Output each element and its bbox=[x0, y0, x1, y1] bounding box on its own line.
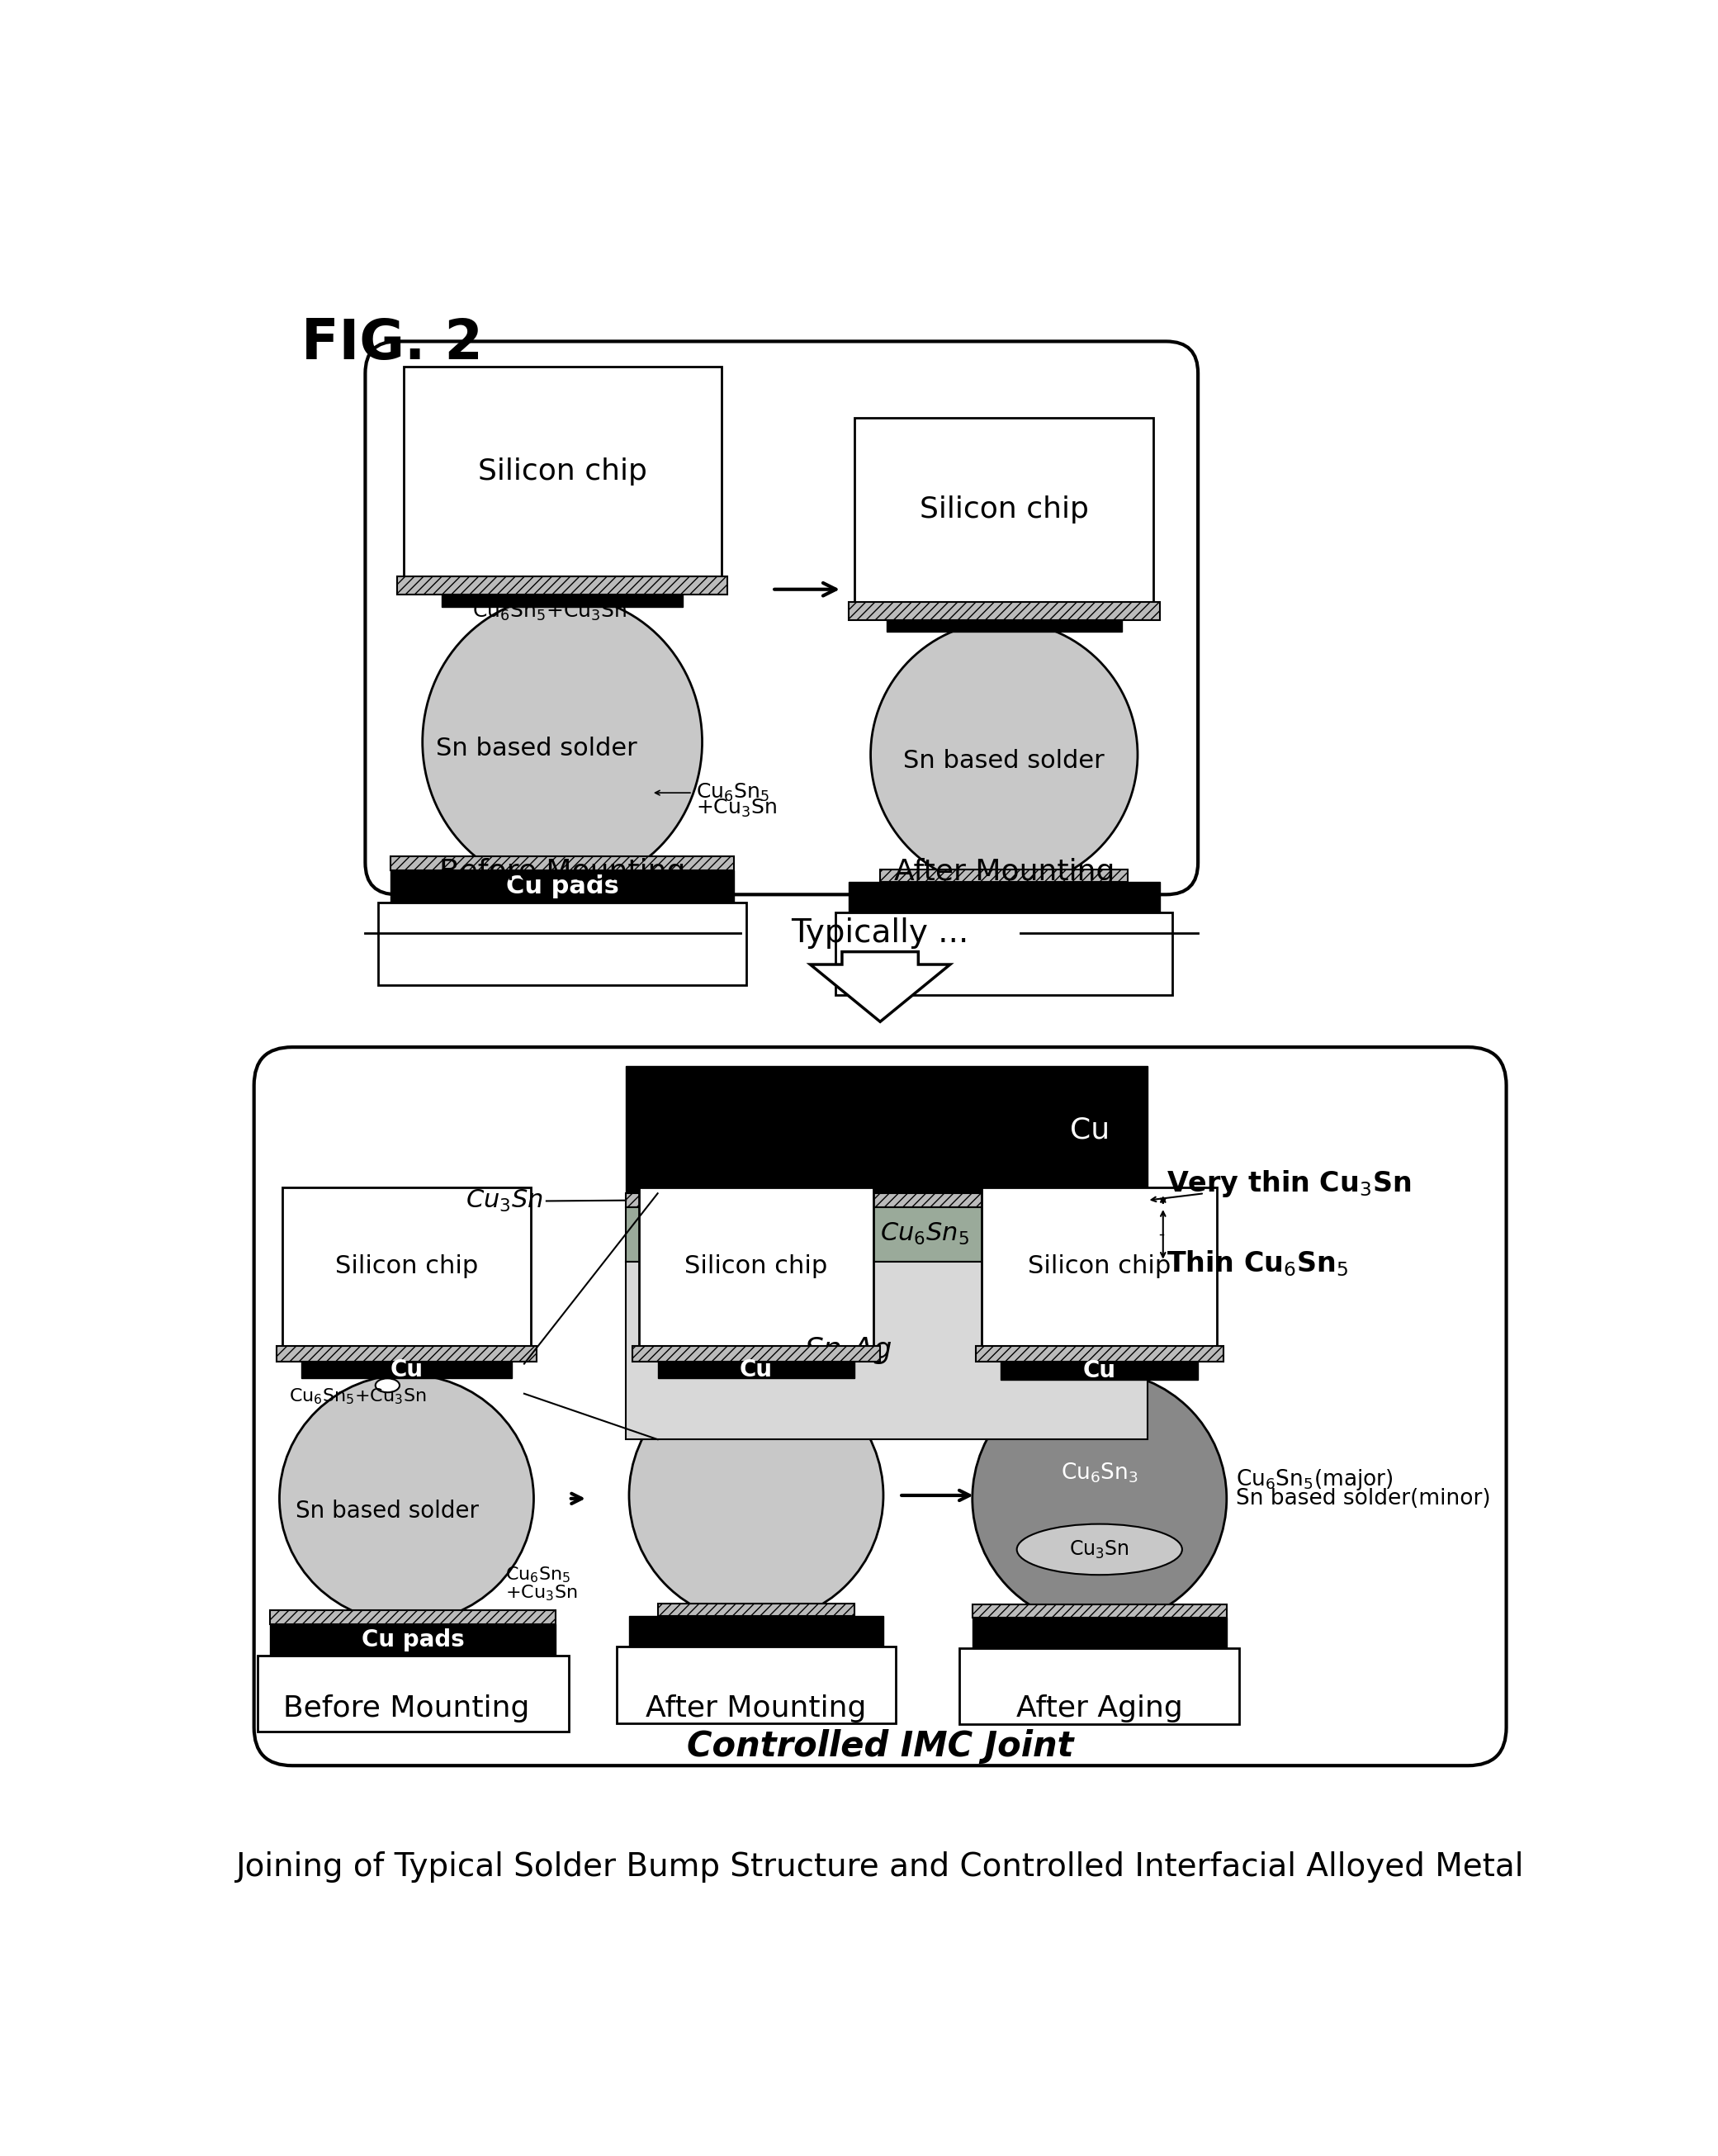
Text: Cu: Cu bbox=[1070, 1117, 1110, 1145]
Text: FIG. 2: FIG. 2 bbox=[302, 317, 483, 371]
Ellipse shape bbox=[629, 1369, 883, 1623]
Text: +Cu$_3$Sn: +Cu$_3$Sn bbox=[505, 1583, 577, 1602]
Text: Before Mounting: Before Mounting bbox=[440, 858, 685, 886]
Text: +Cu$_3$Sn: +Cu$_3$Sn bbox=[696, 798, 777, 819]
Polygon shape bbox=[811, 951, 950, 1022]
Text: Cu$_3$Sn: Cu$_3$Sn bbox=[466, 1188, 543, 1214]
Bar bbox=[960, 1647, 1239, 1725]
Ellipse shape bbox=[1017, 1524, 1182, 1574]
Text: Cu pads: Cu pads bbox=[361, 1628, 464, 1651]
Ellipse shape bbox=[423, 595, 703, 888]
Bar bbox=[283, 1188, 531, 1345]
FancyBboxPatch shape bbox=[366, 341, 1197, 895]
Bar bbox=[378, 901, 747, 985]
Bar bbox=[625, 1261, 1148, 1440]
Text: Cu$_6$Sn$_5$+Cu$_3$Sn: Cu$_6$Sn$_5$+Cu$_3$Sn bbox=[289, 1386, 426, 1406]
Text: Joining of Typical Solder Bump Structure and Controlled Interfacial Alloyed Meta: Joining of Typical Solder Bump Structure… bbox=[235, 1852, 1524, 1882]
Bar bbox=[835, 912, 1173, 996]
Text: Silicon chip: Silicon chip bbox=[685, 1255, 828, 1279]
Bar bbox=[983, 1188, 1216, 1345]
Ellipse shape bbox=[972, 1371, 1227, 1626]
Text: Controlled IMC Joint: Controlled IMC Joint bbox=[687, 1729, 1074, 1764]
Bar bbox=[880, 869, 1129, 882]
Bar bbox=[849, 882, 1160, 912]
Text: Thin Cu$_6$Sn$_5$: Thin Cu$_6$Sn$_5$ bbox=[1167, 1248, 1349, 1279]
Bar bbox=[972, 1604, 1227, 1617]
Text: Cu$_6$Sn$_5$+Cu$_3$Sn: Cu$_6$Sn$_5$+Cu$_3$Sn bbox=[472, 602, 627, 623]
Bar bbox=[270, 1611, 557, 1623]
Bar bbox=[270, 1623, 557, 1656]
Bar bbox=[625, 1067, 1148, 1194]
Text: Silicon chip: Silicon chip bbox=[478, 457, 648, 485]
Text: Sn based solder: Sn based solder bbox=[295, 1501, 479, 1522]
Text: After Mounting: After Mounting bbox=[893, 858, 1115, 886]
Bar bbox=[1002, 1363, 1197, 1380]
Text: Cu$_3$Sn: Cu$_3$Sn bbox=[1069, 1539, 1129, 1561]
Text: Before Mounting: Before Mounting bbox=[283, 1695, 529, 1723]
Text: Very thin Cu$_3$Sn: Very thin Cu$_3$Sn bbox=[1167, 1169, 1410, 1199]
Text: Silicon chip: Silicon chip bbox=[335, 1255, 478, 1279]
Bar bbox=[390, 871, 734, 901]
Ellipse shape bbox=[280, 1376, 534, 1623]
Text: Cu: Cu bbox=[1082, 1358, 1117, 1382]
Text: Typically ...: Typically ... bbox=[792, 916, 969, 949]
Text: Sn based solder: Sn based solder bbox=[904, 748, 1105, 774]
Ellipse shape bbox=[376, 1378, 400, 1393]
Text: Cu$_6$Sn$_5$: Cu$_6$Sn$_5$ bbox=[505, 1565, 570, 1585]
Bar bbox=[442, 595, 684, 608]
Bar bbox=[617, 1647, 897, 1723]
Text: Cu$_6$Sn$_5$: Cu$_6$Sn$_5$ bbox=[696, 783, 770, 804]
Text: Sn based solder(minor): Sn based solder(minor) bbox=[1237, 1488, 1491, 1509]
Bar bbox=[258, 1656, 569, 1731]
Bar bbox=[972, 1617, 1227, 1647]
Text: Cu$_6$Sn$_5$(major): Cu$_6$Sn$_5$(major) bbox=[1237, 1466, 1393, 1492]
Bar bbox=[404, 367, 722, 576]
Bar bbox=[976, 1345, 1223, 1363]
Bar bbox=[632, 1345, 880, 1363]
Bar bbox=[629, 1617, 883, 1647]
Bar bbox=[658, 1604, 856, 1617]
Ellipse shape bbox=[871, 621, 1137, 888]
Text: Cu$_6$Sn$_3$: Cu$_6$Sn$_3$ bbox=[1060, 1462, 1139, 1485]
Text: Cu: Cu bbox=[390, 1358, 423, 1382]
Bar bbox=[639, 1188, 874, 1345]
Bar bbox=[277, 1345, 538, 1363]
Text: Cu$_6$Sn$_5$: Cu$_6$Sn$_5$ bbox=[880, 1220, 969, 1246]
Bar bbox=[886, 621, 1122, 632]
Text: Cu pads: Cu pads bbox=[505, 875, 618, 899]
Bar bbox=[849, 602, 1160, 621]
Bar bbox=[302, 1363, 512, 1378]
Text: Sn based solder: Sn based solder bbox=[436, 737, 637, 761]
Text: After Mounting: After Mounting bbox=[646, 1695, 866, 1723]
Bar bbox=[658, 1363, 856, 1378]
Text: Silicon chip: Silicon chip bbox=[1027, 1255, 1172, 1279]
Bar bbox=[390, 856, 734, 871]
Text: Sn-Ag: Sn-Ag bbox=[804, 1337, 892, 1365]
Bar bbox=[856, 418, 1153, 602]
Text: Cu: Cu bbox=[740, 1358, 773, 1382]
Text: Silicon chip: Silicon chip bbox=[919, 496, 1089, 524]
Text: After Aging: After Aging bbox=[1015, 1695, 1182, 1723]
Bar bbox=[397, 576, 728, 595]
Bar bbox=[625, 1194, 1148, 1207]
FancyBboxPatch shape bbox=[254, 1048, 1507, 1766]
Bar bbox=[625, 1207, 1148, 1261]
